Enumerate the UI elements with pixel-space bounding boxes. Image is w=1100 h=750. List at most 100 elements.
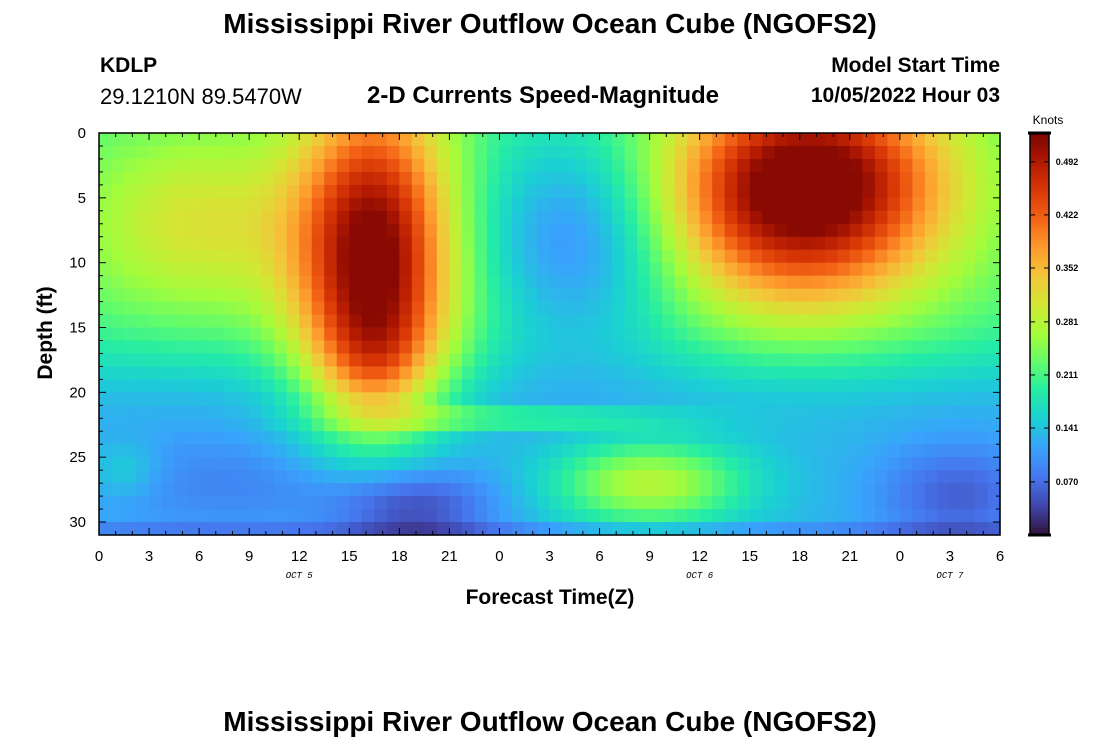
heatmap-cell <box>124 197 138 212</box>
heatmap-cell <box>987 418 1001 432</box>
heatmap-cell <box>912 158 926 173</box>
heatmap-cell <box>111 457 125 471</box>
heatmap-cell <box>286 457 300 471</box>
heatmap-cell <box>987 340 1001 355</box>
heatmap-cell <box>837 288 851 303</box>
heatmap-cell <box>399 288 413 303</box>
heatmap-cell <box>486 158 501 173</box>
heatmap-cell <box>662 392 676 406</box>
heatmap-cell <box>124 249 138 264</box>
heatmap-cell <box>274 431 288 445</box>
heatmap-cell <box>849 197 863 212</box>
heatmap-cell <box>236 171 250 186</box>
heatmap-cell <box>336 249 350 264</box>
heatmap-cell <box>812 133 826 147</box>
heatmap-cell <box>737 184 751 199</box>
heatmap-cell <box>461 223 476 238</box>
heatmap-cell <box>749 418 763 432</box>
heatmap-cell <box>787 275 801 290</box>
heatmap-cell <box>687 340 701 355</box>
heatmap-cell <box>887 184 901 199</box>
heatmap-cell <box>612 366 626 380</box>
heatmap-cell <box>924 184 939 199</box>
colorbar-segment <box>1030 471 1049 476</box>
heatmap-cell <box>724 210 738 225</box>
heatmap-cell <box>136 392 150 406</box>
heatmap-cell <box>136 457 150 471</box>
heatmap-cell <box>124 314 138 329</box>
heatmap-cell <box>186 197 200 212</box>
heatmap-cell <box>324 249 338 264</box>
colorbar-segment <box>1030 193 1049 198</box>
heatmap-cell <box>937 288 951 303</box>
heatmap-cell <box>924 275 939 290</box>
heatmap-cell <box>186 301 200 316</box>
heatmap-cell <box>324 314 338 329</box>
heatmap-cell <box>161 301 175 316</box>
heatmap-cell <box>874 145 888 160</box>
heatmap-cell <box>874 392 888 406</box>
heatmap-cell <box>161 171 175 186</box>
heatmap-cell <box>937 158 951 173</box>
heatmap-cell <box>449 366 463 380</box>
heatmap-cell <box>912 431 926 445</box>
heatmap-cell <box>324 457 338 471</box>
heatmap-cell <box>199 353 213 368</box>
heatmap-cell <box>199 483 213 497</box>
heatmap-cell <box>224 444 238 458</box>
heatmap-cell <box>411 197 425 212</box>
heatmap-cell <box>111 249 125 264</box>
heatmap-cell <box>111 522 125 536</box>
colorbar-segment <box>1030 220 1049 225</box>
heatmap-cell <box>737 133 751 147</box>
heatmap-cell <box>862 171 876 186</box>
heatmap-cell <box>924 392 939 406</box>
heatmap-cell <box>724 262 738 277</box>
heatmap-cell <box>737 444 751 458</box>
heatmap-cell <box>624 223 638 238</box>
heatmap-cell <box>174 223 188 238</box>
heatmap-cell <box>574 444 588 458</box>
heatmap-cell <box>349 431 363 445</box>
heatmap-cell <box>499 366 513 380</box>
heatmap-cell <box>562 327 576 342</box>
heatmap-cell <box>249 133 263 147</box>
heatmap-cell <box>499 223 513 238</box>
heatmap-cell <box>687 353 701 368</box>
heatmap-cell <box>274 379 288 393</box>
heatmap-cell <box>349 496 363 510</box>
heatmap-cell <box>599 496 613 510</box>
heatmap-cell <box>974 379 989 393</box>
heatmap-cell <box>587 275 601 290</box>
heatmap-cell <box>399 184 413 199</box>
heatmap-cell <box>374 379 388 393</box>
heatmap-cell <box>99 223 113 238</box>
heatmap-cell <box>599 509 613 523</box>
heatmap-cell <box>136 223 150 238</box>
heatmap-cell <box>361 262 375 277</box>
colorbar-segment <box>1030 149 1049 154</box>
heatmap-cell <box>286 496 300 510</box>
heatmap-cell <box>349 145 363 160</box>
heatmap-cell <box>787 522 801 536</box>
heatmap-cell <box>724 158 738 173</box>
page-title: Mississippi River Outflow Ocean Cube (NG… <box>223 8 877 39</box>
heatmap-cell <box>411 405 425 419</box>
heatmap-cell <box>849 327 863 342</box>
heatmap-cell <box>974 171 989 186</box>
heatmap-cell <box>612 457 626 471</box>
heatmap-cell <box>99 288 113 303</box>
heatmap-cell <box>311 405 325 419</box>
heatmap-cell <box>536 197 551 212</box>
heatmap-cell <box>549 353 563 368</box>
heatmap-cell <box>712 444 726 458</box>
heatmap-cell <box>962 301 976 316</box>
heatmap-cell <box>737 405 751 419</box>
heatmap-cell <box>762 301 776 316</box>
heatmap-cell <box>374 223 388 238</box>
heatmap-cell <box>924 145 939 160</box>
heatmap-cell <box>824 249 838 264</box>
heatmap-cell <box>937 184 951 199</box>
heatmap-cell <box>411 496 425 510</box>
heatmap-cell <box>211 301 225 316</box>
